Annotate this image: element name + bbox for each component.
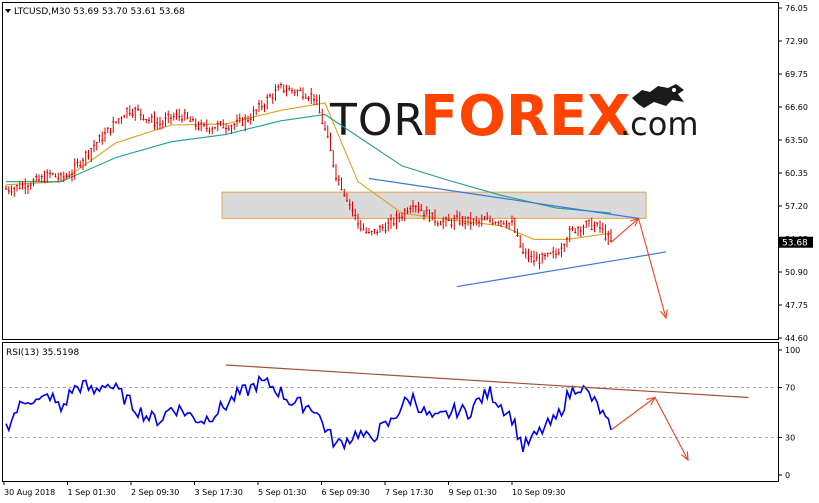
time-tick-label: 10 Sep 09:30: [512, 488, 565, 497]
price-panel-frame: [2, 2, 779, 340]
price-axis: 76.0572.9069.7566.6063.5060.3557.2054.05…: [778, 4, 808, 343]
price-tick-label: 69.75: [785, 70, 808, 79]
price-tick-label: 60.35: [785, 169, 808, 178]
time-tick-label: 7 Sep 17:30: [385, 488, 433, 497]
time-tick-label: 9 Sep 01:30: [449, 488, 497, 497]
rsi-trendline-path: [225, 364, 749, 399]
rsi-tick-label: 0: [785, 471, 790, 480]
time-tick-label: 1 Sep 01:30: [68, 488, 116, 497]
rsi-line: [5, 374, 612, 453]
watermark-com: .com: [620, 105, 699, 143]
price-tick-label: 72.90: [785, 37, 808, 46]
time-tick-label: 3 Sep 17:30: [195, 488, 243, 497]
slow-ma-line: [6, 113, 612, 214]
rsi-tick-label: 30: [785, 434, 795, 443]
price-tick-label: 44.60: [785, 334, 808, 343]
arrowhead-icon: [680, 451, 689, 462]
price-forecast: [610, 217, 668, 320]
torforex-watermark: TOR FOREX .com: [329, 84, 699, 149]
lower-trendline: [456, 251, 667, 288]
price-tick-label: 57.20: [785, 202, 808, 211]
price-tick-label: 50.90: [785, 268, 808, 277]
price-tick-label: 66.60: [785, 103, 808, 112]
rsi-line-path: [5, 374, 612, 453]
dropdown-triangle-icon: [5, 9, 11, 13]
price-tick-label: 47.75: [785, 301, 808, 310]
rsi-panel-frame: [2, 342, 779, 482]
time-tick-label: 30 Aug 2018: [4, 488, 55, 497]
rsi-tick-label: 70: [785, 384, 795, 393]
symbol-header: LTCUSD,M30 53.69 53.70 53.61 53.68: [5, 7, 185, 17]
rsi-grid: [3, 387, 778, 438]
time-axis: 30 Aug 2018 1 Sep 01:30 2 Sep 09:30 3 Sep 1…: [3, 481, 565, 497]
trendlines: [368, 177, 667, 288]
time-tick-label: 6 Sep 09:30: [322, 488, 370, 497]
fast-ma-line: [5, 102, 612, 240]
last-price-value: 53.68: [782, 239, 808, 249]
price-tick-label: 76.05: [785, 4, 808, 13]
symbol-info: LTCUSD,M30 53.69 53.70 53.61 53.68: [14, 7, 185, 17]
rsi-label: RSI(13) 35.5198: [6, 348, 79, 358]
bull-bear-logo-icon: [632, 84, 684, 108]
arrowhead-icon: [630, 217, 640, 227]
rsi-trendline: [225, 364, 749, 399]
rsi-tick-label: 100: [785, 346, 800, 355]
watermark-forex: FOREX: [420, 84, 630, 149]
time-tick-label: 5 Sep 01:30: [258, 488, 306, 497]
arrowhead-icon: [646, 396, 657, 406]
last-price-tag: 53.68: [779, 236, 813, 249]
price-candles: [5, 82, 612, 270]
arrowhead-icon: [660, 309, 668, 320]
price-tick-label: 63.50: [785, 136, 808, 145]
time-tick-label: 2 Sep 09:30: [131, 488, 179, 497]
rsi-forecast-arrow: [610, 396, 689, 461]
resistance-zone: [221, 191, 647, 219]
price-forecast-arrow: [610, 217, 667, 319]
upper-trendline: [368, 177, 639, 219]
watermark-tor: TOR: [329, 95, 425, 146]
moving-averages: [5, 102, 612, 240]
rsi-axis: 100 70 30 0: [778, 346, 800, 480]
rsi-forecast: [610, 396, 689, 462]
